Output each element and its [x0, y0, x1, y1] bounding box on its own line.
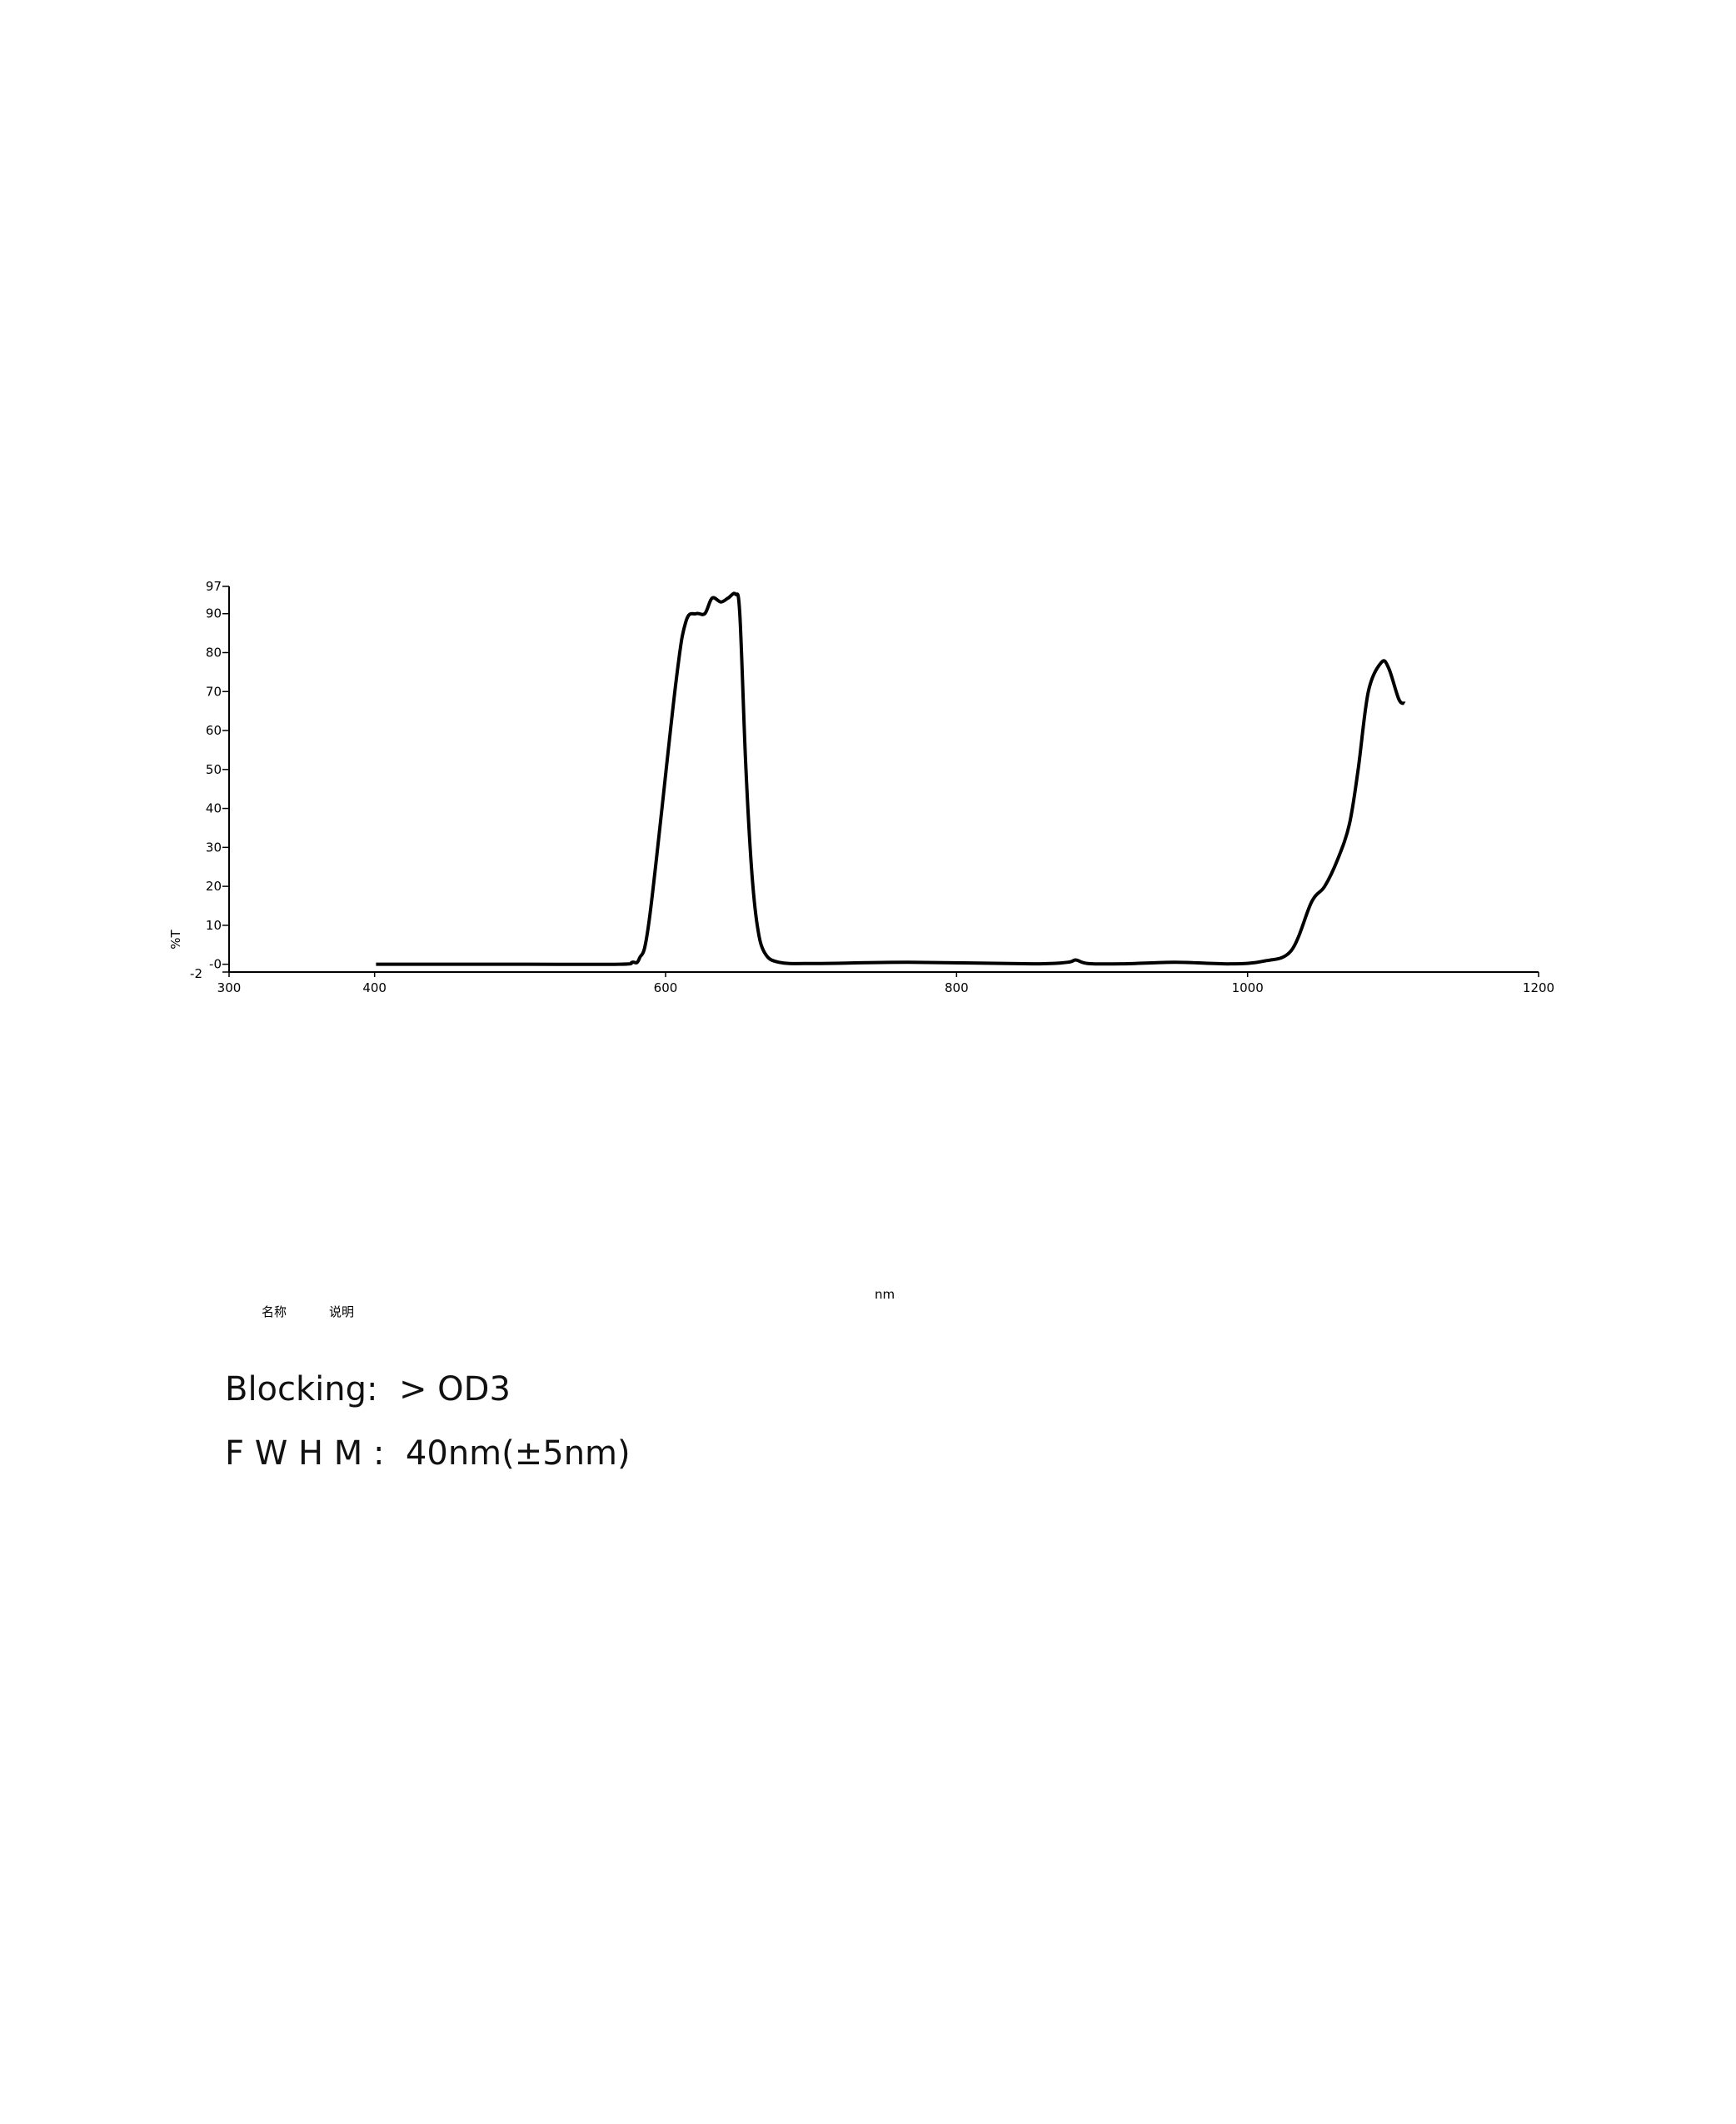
- legend-description-label: 说明: [329, 1304, 354, 1319]
- x-tick-label: 600: [654, 980, 678, 995]
- transmission-curve: [376, 591, 1406, 966]
- x-tick-label: 800: [945, 980, 969, 995]
- fwhm-spec: F W H M : 40nm(±5nm): [225, 1434, 631, 1473]
- y-tick-label: 10: [206, 918, 222, 933]
- axes: [228, 586, 1539, 973]
- y-tick-label: -2: [190, 966, 202, 981]
- y-tick-label: 30: [206, 840, 222, 855]
- y-tick-label: -0: [209, 957, 222, 972]
- x-tick-label: 300: [217, 980, 242, 995]
- x-tick-label: 1000: [1232, 980, 1264, 995]
- y-tick-label: 80: [206, 646, 222, 661]
- y-tick-label: 97: [206, 579, 222, 594]
- y-tick-label: 90: [206, 606, 222, 621]
- y-tick-label: 50: [206, 762, 222, 777]
- x-axis-label: nm: [875, 1287, 895, 1302]
- y-axis-label: %T: [168, 929, 183, 949]
- y-tick-label: 70: [206, 684, 222, 699]
- x-tick-label: 1200: [1523, 980, 1554, 995]
- y-tick-label: 20: [206, 879, 222, 894]
- legend-name-label: 名称: [262, 1304, 287, 1319]
- ticks: -2 -0 10 20 30 40 50 60 70 80 90 97 300 400 600 800 1000…: [190, 579, 1554, 995]
- y-tick-label: 60: [206, 723, 222, 738]
- y-tick-label: 40: [206, 801, 222, 816]
- blocking-spec: Blocking: > OD3: [225, 1370, 511, 1409]
- x-tick-label: 400: [362, 980, 387, 995]
